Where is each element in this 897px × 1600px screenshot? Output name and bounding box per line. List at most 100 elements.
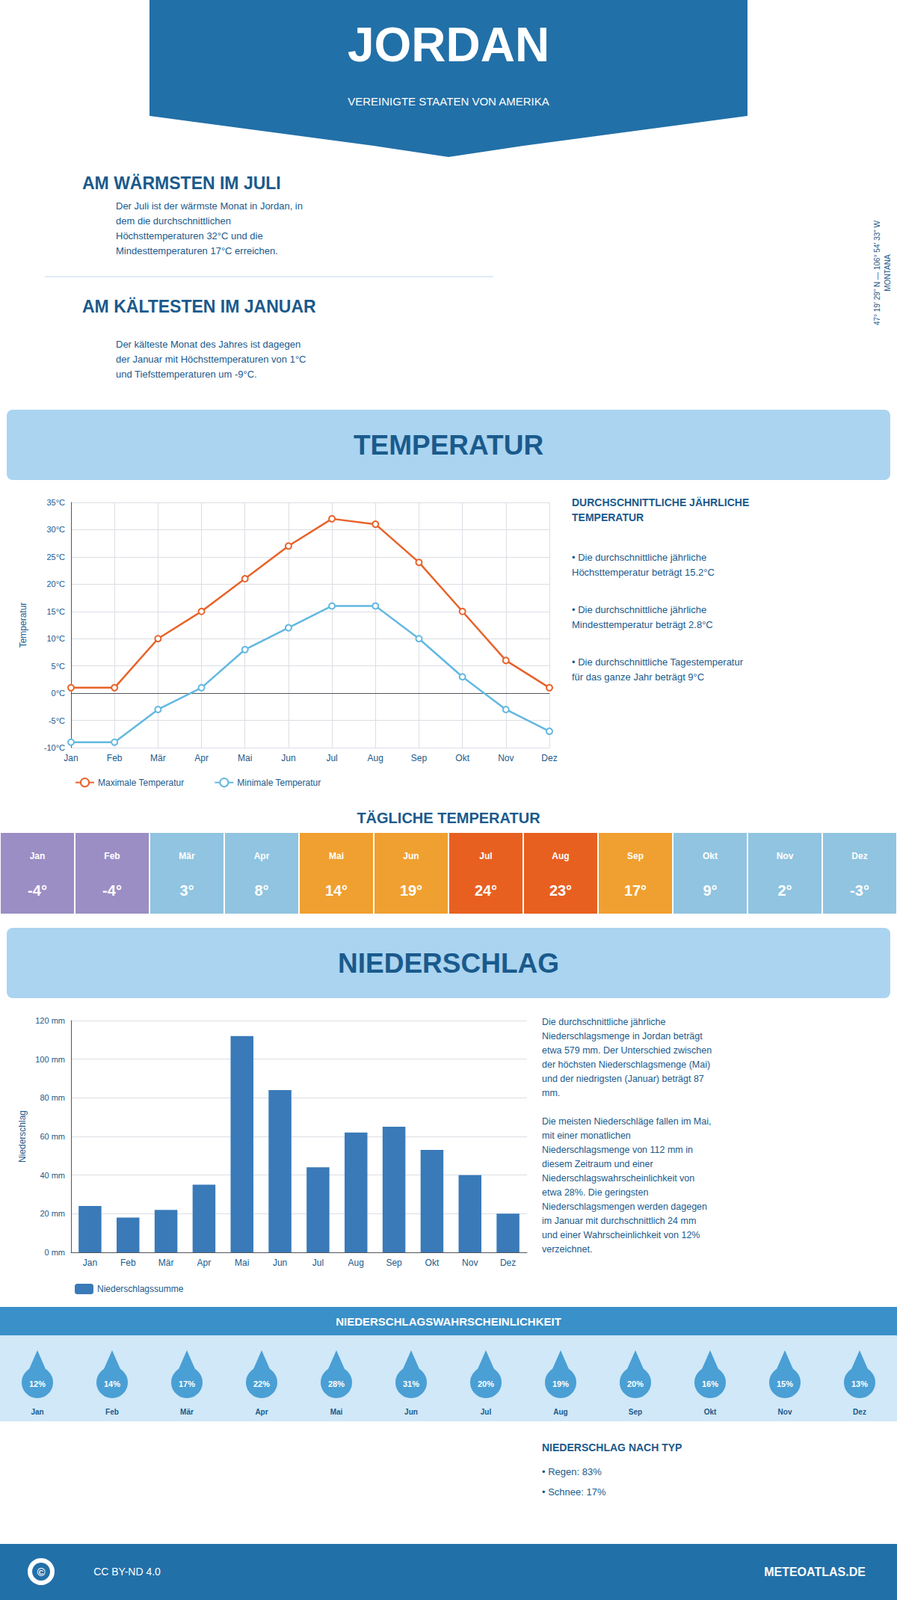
svg-text:Nov: Nov xyxy=(497,752,514,764)
svg-text:Jun: Jun xyxy=(402,850,419,862)
svg-text:0 mm: 0 mm xyxy=(44,1247,66,1257)
svg-text:DURCHSCHNITTLICHE JÄHRLICHE: DURCHSCHNITTLICHE JÄHRLICHE xyxy=(571,496,749,509)
svg-text:Jun: Jun xyxy=(272,1257,288,1268)
svg-text:-4°: -4° xyxy=(27,882,48,899)
svg-text:-5°C: -5°C xyxy=(48,716,66,726)
svg-text:und Tiefsttemperaturen um -9°C: und Tiefsttemperaturen um -9°C. xyxy=(115,368,258,380)
svg-text:Jul: Jul xyxy=(480,1407,492,1416)
svg-text:Aug: Aug xyxy=(348,1257,365,1268)
svg-text:20°C: 20°C xyxy=(46,579,66,589)
svg-text:Niederschlag: Niederschlag xyxy=(17,1110,28,1163)
svg-text:25°C: 25°C xyxy=(46,552,66,562)
svg-text:• Regen: 83%: • Regen: 83% xyxy=(541,1465,602,1478)
svg-text:Dez: Dez xyxy=(852,1407,867,1416)
svg-text:CC BY-ND 4.0: CC BY-ND 4.0 xyxy=(93,1565,161,1578)
svg-text:Aug: Aug xyxy=(367,752,384,764)
svg-text:22%: 22% xyxy=(253,1379,270,1389)
svg-text:Jun: Jun xyxy=(404,1407,418,1416)
svg-text:Apr: Apr xyxy=(197,1257,212,1268)
svg-text:Feb: Feb xyxy=(105,1407,119,1416)
svg-text:Okt: Okt xyxy=(704,1407,717,1416)
svg-text:NIEDERSCHLAGSWAHRSCHEINLICHKEI: NIEDERSCHLAGSWAHRSCHEINLICHKEIT xyxy=(335,1314,562,1328)
svg-text:16%: 16% xyxy=(701,1379,719,1389)
svg-text:Niederschlagsmenge in Jordan b: Niederschlagsmenge in Jordan beträgt xyxy=(541,1030,703,1042)
svg-text:Höchsttemperatur beträgt 15.2°: Höchsttemperatur beträgt 15.2°C xyxy=(571,566,715,578)
svg-text:-10°C: -10°C xyxy=(44,743,66,752)
svg-text:Temperatur: Temperatur xyxy=(17,602,29,649)
svg-text:Der Juli ist der wärmste Monat: Der Juli ist der wärmste Monat in Jordan… xyxy=(115,200,303,212)
svg-text:Dez: Dez xyxy=(851,850,868,862)
svg-text:Dez: Dez xyxy=(500,1257,516,1268)
svg-text:Jan: Jan xyxy=(82,1257,98,1268)
svg-text:0°C: 0°C xyxy=(51,688,66,698)
svg-text:und einer Wahrscheinlichkeit v: und einer Wahrscheinlichkeit von 12% xyxy=(541,1229,700,1241)
svg-text:Nov: Nov xyxy=(778,1407,793,1416)
svg-text:Feb: Feb xyxy=(103,850,120,862)
svg-text:Nov: Nov xyxy=(461,1257,478,1268)
svg-text:Mindesttemperatur beträgt 2.8°: Mindesttemperatur beträgt 2.8°C xyxy=(571,618,714,631)
svg-text:60 mm: 60 mm xyxy=(39,1131,66,1141)
svg-text:17°: 17° xyxy=(624,882,647,899)
svg-text:Apr: Apr xyxy=(254,1407,268,1416)
svg-text:NIEDERSCHLAG: NIEDERSCHLAG xyxy=(337,947,560,979)
svg-text:JORDAN: JORDAN xyxy=(347,17,550,72)
svg-text:Feb: Feb xyxy=(106,752,123,764)
svg-text:• Die durchschnittliche Tagest: • Die durchschnittliche Tagestemperatur xyxy=(571,656,744,668)
svg-text:im Januar mit durchschnittlich: im Januar mit durchschnittlich 24 mm xyxy=(541,1215,696,1226)
svg-text:40 mm: 40 mm xyxy=(39,1170,66,1180)
svg-text:Mai: Mai xyxy=(234,1257,249,1268)
svg-text:Minimale Temperatur: Minimale Temperatur xyxy=(236,777,321,788)
svg-text:19°: 19° xyxy=(399,882,423,899)
svg-text:diesem Zeitraum und einer: diesem Zeitraum und einer xyxy=(541,1158,654,1170)
svg-text:Jul: Jul xyxy=(325,752,338,764)
svg-text:Mär: Mär xyxy=(150,752,166,764)
svg-text:14%: 14% xyxy=(103,1379,121,1389)
svg-text:• Die durchschnittliche jährli: • Die durchschnittliche jährliche xyxy=(571,603,707,616)
svg-text:Jan: Jan xyxy=(63,752,78,764)
svg-text:30°C: 30°C xyxy=(46,524,66,534)
svg-text:MONTANA: MONTANA xyxy=(883,254,892,292)
svg-text:14°: 14° xyxy=(325,882,348,899)
svg-text:-4°: -4° xyxy=(102,882,122,899)
svg-text:Maximale Temperatur: Maximale Temperatur xyxy=(97,777,184,788)
svg-text:Jan: Jan xyxy=(29,850,46,862)
svg-text:der höchsten Niederschlagsmeng: der höchsten Niederschlagsmenge (Mai) xyxy=(541,1059,711,1070)
svg-text:Mindesttemperaturen 17°C errei: Mindesttemperaturen 17°C erreichen. xyxy=(115,245,279,257)
svg-text:NIEDERSCHLAG NACH TYP: NIEDERSCHLAG NACH TYP xyxy=(541,1441,682,1454)
svg-text:etwa 579 mm. Der Unterschied z: etwa 579 mm. Der Unterschied zwischen xyxy=(541,1045,712,1056)
svg-text:Mär: Mär xyxy=(158,1257,175,1268)
svg-text:Apr: Apr xyxy=(194,752,209,764)
svg-text:12%: 12% xyxy=(29,1379,46,1389)
svg-text:24°: 24° xyxy=(474,882,498,899)
svg-text:Niederschlagswahrscheinlichkei: Niederschlagswahrscheinlichkeit von xyxy=(541,1172,695,1184)
svg-text:31%: 31% xyxy=(402,1379,420,1389)
svg-text:5°C: 5°C xyxy=(51,661,66,671)
svg-text:Jun: Jun xyxy=(281,752,296,764)
svg-text:VEREINIGTE STAATEN VON AMERIKA: VEREINIGTE STAATEN VON AMERIKA xyxy=(347,94,550,108)
svg-text:80 mm: 80 mm xyxy=(39,1092,66,1102)
svg-text:Aug: Aug xyxy=(551,850,569,862)
svg-text:35°C: 35°C xyxy=(46,497,66,507)
svg-text:Dez: Dez xyxy=(541,752,557,764)
svg-text:Niederschlagsmengen werden dag: Niederschlagsmengen werden dagegen xyxy=(541,1201,708,1212)
svg-text:Sep: Sep xyxy=(411,752,428,764)
svg-text:20 mm: 20 mm xyxy=(39,1208,66,1218)
svg-text:Mai: Mai xyxy=(237,752,252,764)
svg-text:10°C: 10°C xyxy=(46,633,66,643)
svg-text:-3°: -3° xyxy=(849,882,870,899)
svg-text:28%: 28% xyxy=(328,1379,345,1389)
svg-text:• Die durchschnittliche jährli: • Die durchschnittliche jährliche xyxy=(571,551,707,563)
svg-text:©: © xyxy=(36,1565,45,1578)
svg-text:Jul: Jul xyxy=(312,1257,324,1268)
svg-text:Niederschlagsmenge von 112 mm: Niederschlagsmenge von 112 mm in xyxy=(541,1144,693,1155)
svg-text:Sep: Sep xyxy=(628,1407,643,1416)
svg-text:Jul: Jul xyxy=(479,850,492,862)
svg-text:9°: 9° xyxy=(702,882,717,899)
svg-text:Die durchschnittliche jährlich: Die durchschnittliche jährliche xyxy=(541,1016,666,1028)
svg-text:47° 19' 29" N — 106° 54' 33" W: 47° 19' 29" N — 106° 54' 33" W xyxy=(873,219,882,326)
svg-text:AM KÄLTESTEN IM JANUAR: AM KÄLTESTEN IM JANUAR xyxy=(82,296,317,317)
svg-text:Apr: Apr xyxy=(254,850,270,862)
svg-text:100 mm: 100 mm xyxy=(35,1054,66,1064)
svg-text:• Schnee: 17%: • Schnee: 17% xyxy=(541,1486,607,1498)
svg-text:Höchsttemperaturen 32°C und di: Höchsttemperaturen 32°C und die xyxy=(115,230,264,242)
